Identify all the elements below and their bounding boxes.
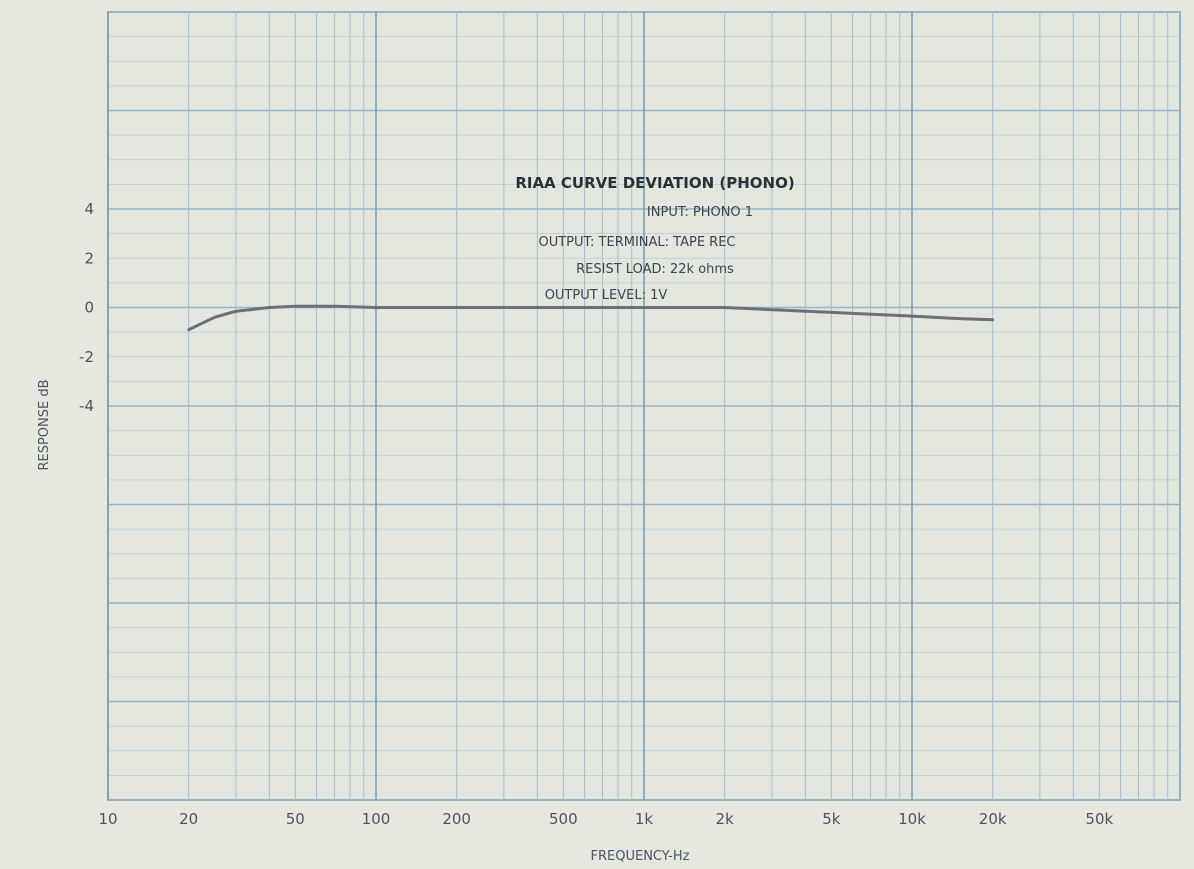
x-tick-label: 100 [362,810,391,828]
x-tick-label: 1k [635,810,654,828]
x-axis-label: FREQUENCY-Hz [591,849,690,864]
x-tick-label: 20k [979,810,1007,828]
x-tick-label: 500 [549,810,578,828]
x-tick-label: 10k [898,810,926,828]
x-tick-label: 5k [822,810,841,828]
series-layer [187,304,995,332]
y-axis-label: RESPONSE dB [37,379,52,470]
y-tick-label: 2 [84,249,94,267]
y-tick-label: -2 [79,348,94,366]
annotation-output-level: OUTPUT LEVEL: 1V [545,288,668,303]
chart-texts: RIAA CURVE DEVIATION (PHONO) INPUT: PHON… [37,174,795,864]
x-tick-label: 200 [442,810,471,828]
x-tick-label: 10 [98,810,117,828]
annotation-load: RESIST LOAD: 22k ohms [576,262,734,277]
y-tick-label: -4 [79,397,94,415]
series-line [187,304,995,332]
x-tick-label: 2k [716,810,735,828]
y-tick-label: 0 [84,299,94,317]
x-tick-label: 20 [179,810,198,828]
annotation-input: INPUT: PHONO 1 [647,205,753,220]
x-tick-label: 50k [1085,810,1113,828]
grid [107,11,1181,801]
x-tick-label: 50 [286,810,305,828]
chart-title: RIAA CURVE DEVIATION (PHONO) [515,174,794,192]
annotation-output-terminal: OUTPUT: TERMINAL: TAPE REC [538,235,735,250]
y-tick-label: 4 [84,200,94,218]
